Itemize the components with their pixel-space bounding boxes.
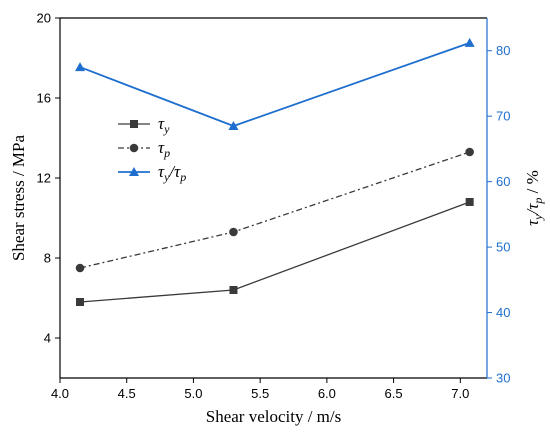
y2-title-slash: /τ bbox=[523, 203, 542, 216]
data-point bbox=[464, 37, 475, 47]
data-point bbox=[228, 121, 239, 130]
legend-entry: τy/τp bbox=[118, 162, 186, 184]
y2-title-sub2: p bbox=[531, 198, 545, 205]
data-point bbox=[229, 227, 238, 237]
x-tick-label: 5.5 bbox=[251, 386, 269, 401]
legend-label-sub: y bbox=[163, 170, 170, 184]
legend-label-sub: p bbox=[163, 146, 170, 160]
series-3 bbox=[75, 37, 475, 130]
y2-axis-title: τy/τp / % bbox=[523, 170, 545, 226]
x-axis-title: Shear velocity / m/s bbox=[206, 407, 342, 426]
data-point bbox=[76, 298, 85, 306]
series-1 bbox=[76, 198, 474, 306]
y-tick-label: 20 bbox=[37, 11, 51, 26]
y-tick-label: 4 bbox=[44, 331, 51, 346]
y-axis-title: Shear stress / MPa bbox=[9, 135, 28, 262]
y2-tick-label: 70 bbox=[496, 109, 510, 124]
data-point bbox=[465, 198, 474, 206]
x-tick-label: 7.0 bbox=[451, 386, 469, 401]
legend-label-sub: p bbox=[179, 170, 186, 184]
y2-title-sub1: y bbox=[531, 214, 545, 221]
y2-tick-label: 80 bbox=[496, 43, 510, 58]
series-line bbox=[79, 42, 470, 127]
series-line bbox=[79, 151, 470, 269]
y-tick-label: 12 bbox=[37, 171, 51, 186]
y2-tick-label: 40 bbox=[496, 305, 510, 320]
x-tick-label: 6.5 bbox=[385, 386, 403, 401]
legend-label-sub: y bbox=[163, 122, 170, 136]
legend-label-main: τ bbox=[158, 114, 165, 133]
legend-entry: τy bbox=[118, 114, 170, 136]
x-tick-label: 4.0 bbox=[51, 386, 69, 401]
axes bbox=[59, 17, 488, 379]
x-tick-label: 6.0 bbox=[318, 386, 336, 401]
x-tick-label: 4.5 bbox=[118, 386, 136, 401]
legend-label-main: τ bbox=[158, 138, 165, 157]
x-ticks: 4.0 4.5 5.0 5.5 6.0 6.5 7.0 bbox=[51, 378, 469, 401]
y2-title-main: τ bbox=[523, 219, 542, 226]
x-tick-label: 5.0 bbox=[184, 386, 202, 401]
data-point bbox=[75, 62, 86, 72]
legend-marker bbox=[129, 167, 139, 176]
y2-title-unit: / % bbox=[523, 170, 542, 197]
series-line bbox=[79, 201, 470, 303]
legend-label: τp bbox=[158, 138, 170, 160]
y2-ticks: 30 40 50 60 70 80 bbox=[487, 43, 510, 386]
y2-tick-label: 30 bbox=[496, 371, 510, 386]
data-point bbox=[75, 263, 85, 273]
y-ticks: 4 8 12 16 20 bbox=[37, 11, 60, 346]
data-point bbox=[229, 286, 238, 294]
y2-tick-label: 60 bbox=[496, 174, 510, 189]
legend-entry: τp bbox=[118, 138, 170, 160]
legend-label-main: /τ bbox=[168, 162, 181, 181]
y2-tick-label: 50 bbox=[496, 240, 510, 255]
legend-label: τy/τp bbox=[158, 162, 186, 184]
legend-marker bbox=[130, 120, 138, 128]
legend-label-main: τ bbox=[158, 162, 165, 181]
series-layer bbox=[75, 37, 475, 306]
legend-marker bbox=[129, 143, 139, 153]
legend-label: τy bbox=[158, 114, 170, 136]
y-tick-label: 16 bbox=[37, 91, 51, 106]
y-tick-label: 8 bbox=[44, 251, 51, 266]
series-2 bbox=[75, 147, 474, 273]
data-point bbox=[465, 147, 474, 157]
